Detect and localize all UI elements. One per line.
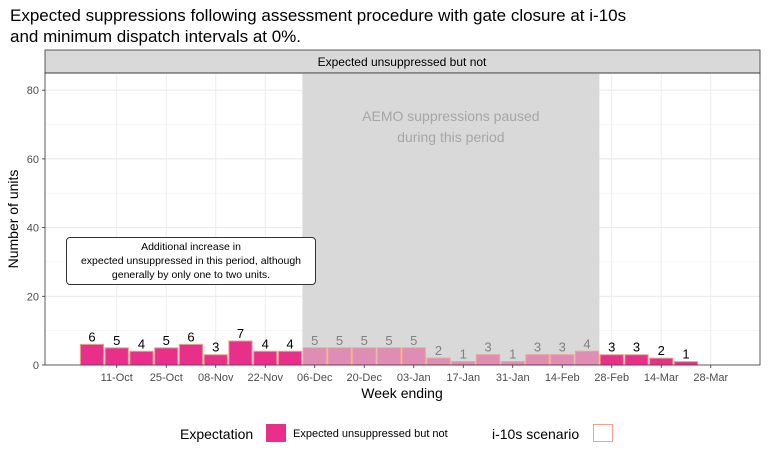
data-label: 3 <box>608 340 615 355</box>
data-label: 5 <box>311 333 318 348</box>
shaded-period-area <box>302 73 600 365</box>
x-tick-label: 22-Nov <box>248 372 284 384</box>
bar <box>179 344 203 365</box>
x-tick-label: 14-Feb <box>545 372 580 384</box>
bar <box>624 354 649 365</box>
bar <box>327 347 352 365</box>
x-tick-label: 28-Mar <box>693 372 728 384</box>
legend-outline-title: i-10s scenario <box>492 426 580 442</box>
bar <box>253 351 277 365</box>
axes: 0 20 40 60 80 11-Oct 25-Oct 08-Nov 22-Nov 06-Dec 2… <box>27 85 729 384</box>
x-tick-label: 08-Nov <box>198 372 234 384</box>
data-label: 5 <box>361 333 368 348</box>
data-label: 3 <box>559 340 566 355</box>
bar <box>352 347 376 365</box>
y-tick-label: 20 <box>27 291 39 303</box>
bar <box>476 354 500 365</box>
x-tick-label: 06-Dec <box>297 372 333 384</box>
x-tick-label: 14-Mar <box>644 372 679 384</box>
x-tick-label: 17-Jan <box>446 372 480 384</box>
data-labels: 6 5 4 5 6 3 7 4 4 5 5 5 5 5 2 1 3 1 3 3 4 3 3 2 1 <box>88 326 689 362</box>
annotation-box: Additional increase in expected unsuppre… <box>66 237 316 285</box>
bar <box>402 347 426 365</box>
x-tick-label: 11-Oct <box>101 372 133 384</box>
data-label: 4 <box>286 336 293 351</box>
y-tick-label: 0 <box>33 360 39 372</box>
data-label: 5 <box>113 333 120 348</box>
data-label: 1 <box>460 347 467 362</box>
data-label: 4 <box>262 336 269 351</box>
bar <box>575 351 599 365</box>
bar <box>550 354 574 365</box>
x-tick-label: 25-Oct <box>150 372 183 384</box>
data-label: 4 <box>583 336 590 351</box>
bar <box>674 361 698 365</box>
plot-border <box>44 72 761 366</box>
data-label: 6 <box>88 329 95 344</box>
bar <box>303 347 327 365</box>
strip-label: Expected unsuppressed but not <box>318 55 487 69</box>
annotation-text: Additional increase in expected unsuppre… <box>80 241 302 281</box>
data-label: 3 <box>212 340 219 355</box>
bar <box>525 354 550 365</box>
shaded-period: AEMO suppressions paused during this peri… <box>302 73 600 365</box>
bar <box>105 347 129 365</box>
data-label: 1 <box>509 347 516 362</box>
data-label: 3 <box>534 340 541 355</box>
bar <box>278 351 302 365</box>
chart-title: Expected suppressions following assessme… <box>10 6 627 46</box>
bar <box>377 347 401 365</box>
bar <box>501 361 525 365</box>
bar <box>228 340 253 365</box>
bar <box>600 354 624 365</box>
y-tick-label: 40 <box>27 223 39 235</box>
bars <box>79 340 699 366</box>
bar <box>129 351 154 365</box>
bar <box>80 344 104 365</box>
x-tick-label: 20-Dec <box>347 372 383 384</box>
bar <box>154 347 178 365</box>
legend-fill-title: Expectation <box>180 426 254 442</box>
data-label: 1 <box>682 347 689 362</box>
x-tick-label: 31-Jan <box>496 372 530 384</box>
bar <box>451 361 475 365</box>
data-label: 7 <box>237 326 244 341</box>
chart-plot: Expected unsuppressed but not AEMO suppr… <box>5 49 761 401</box>
shaded-period-label: during this period <box>397 129 504 145</box>
data-label: 2 <box>658 343 665 358</box>
bar <box>204 354 228 365</box>
x-tick-label: 28-Feb <box>594 372 629 384</box>
data-label: 3 <box>633 340 640 355</box>
y-axis-title: Number of units <box>5 170 21 269</box>
data-label: 2 <box>435 343 442 358</box>
bar <box>426 358 451 365</box>
legend-fill-key <box>266 424 286 442</box>
data-label: 6 <box>187 329 194 344</box>
bar <box>649 358 673 365</box>
legend: Expectation Expected unsuppressed but no… <box>0 422 768 446</box>
legend-outline-key <box>593 424 613 442</box>
data-label: 3 <box>484 340 491 355</box>
shaded-period-label: AEMO suppressions paused <box>362 108 539 124</box>
x-axis-title: Week ending <box>361 385 442 401</box>
y-tick-label: 80 <box>27 85 39 97</box>
data-label: 5 <box>163 333 170 348</box>
y-tick-label: 60 <box>27 154 39 166</box>
x-tick-label: 03-Jan <box>397 372 431 384</box>
data-label: 5 <box>410 333 417 348</box>
legend-fill-label: Expected unsuppressed but not <box>293 428 448 440</box>
data-label: 5 <box>385 333 392 348</box>
data-label: 4 <box>138 336 145 351</box>
data-label: 5 <box>336 333 343 348</box>
